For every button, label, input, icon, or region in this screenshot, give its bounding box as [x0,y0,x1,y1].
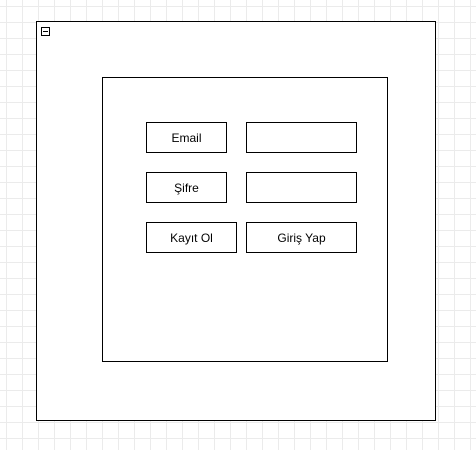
register-button-label: Kayıt Ol [170,230,213,245]
password-label: Şifre [146,172,227,203]
password-label-text: Şifre [174,180,199,195]
login-form-panel [102,77,388,362]
email-label-text: Email [171,130,202,145]
collapse-icon[interactable] [41,27,50,36]
login-button[interactable]: Giriş Yap [246,222,357,253]
register-button[interactable]: Kayıt Ol [146,222,237,253]
email-field[interactable] [246,122,357,153]
password-field[interactable] [246,172,357,203]
email-label: Email [146,122,227,153]
login-button-label: Giriş Yap [277,230,326,245]
